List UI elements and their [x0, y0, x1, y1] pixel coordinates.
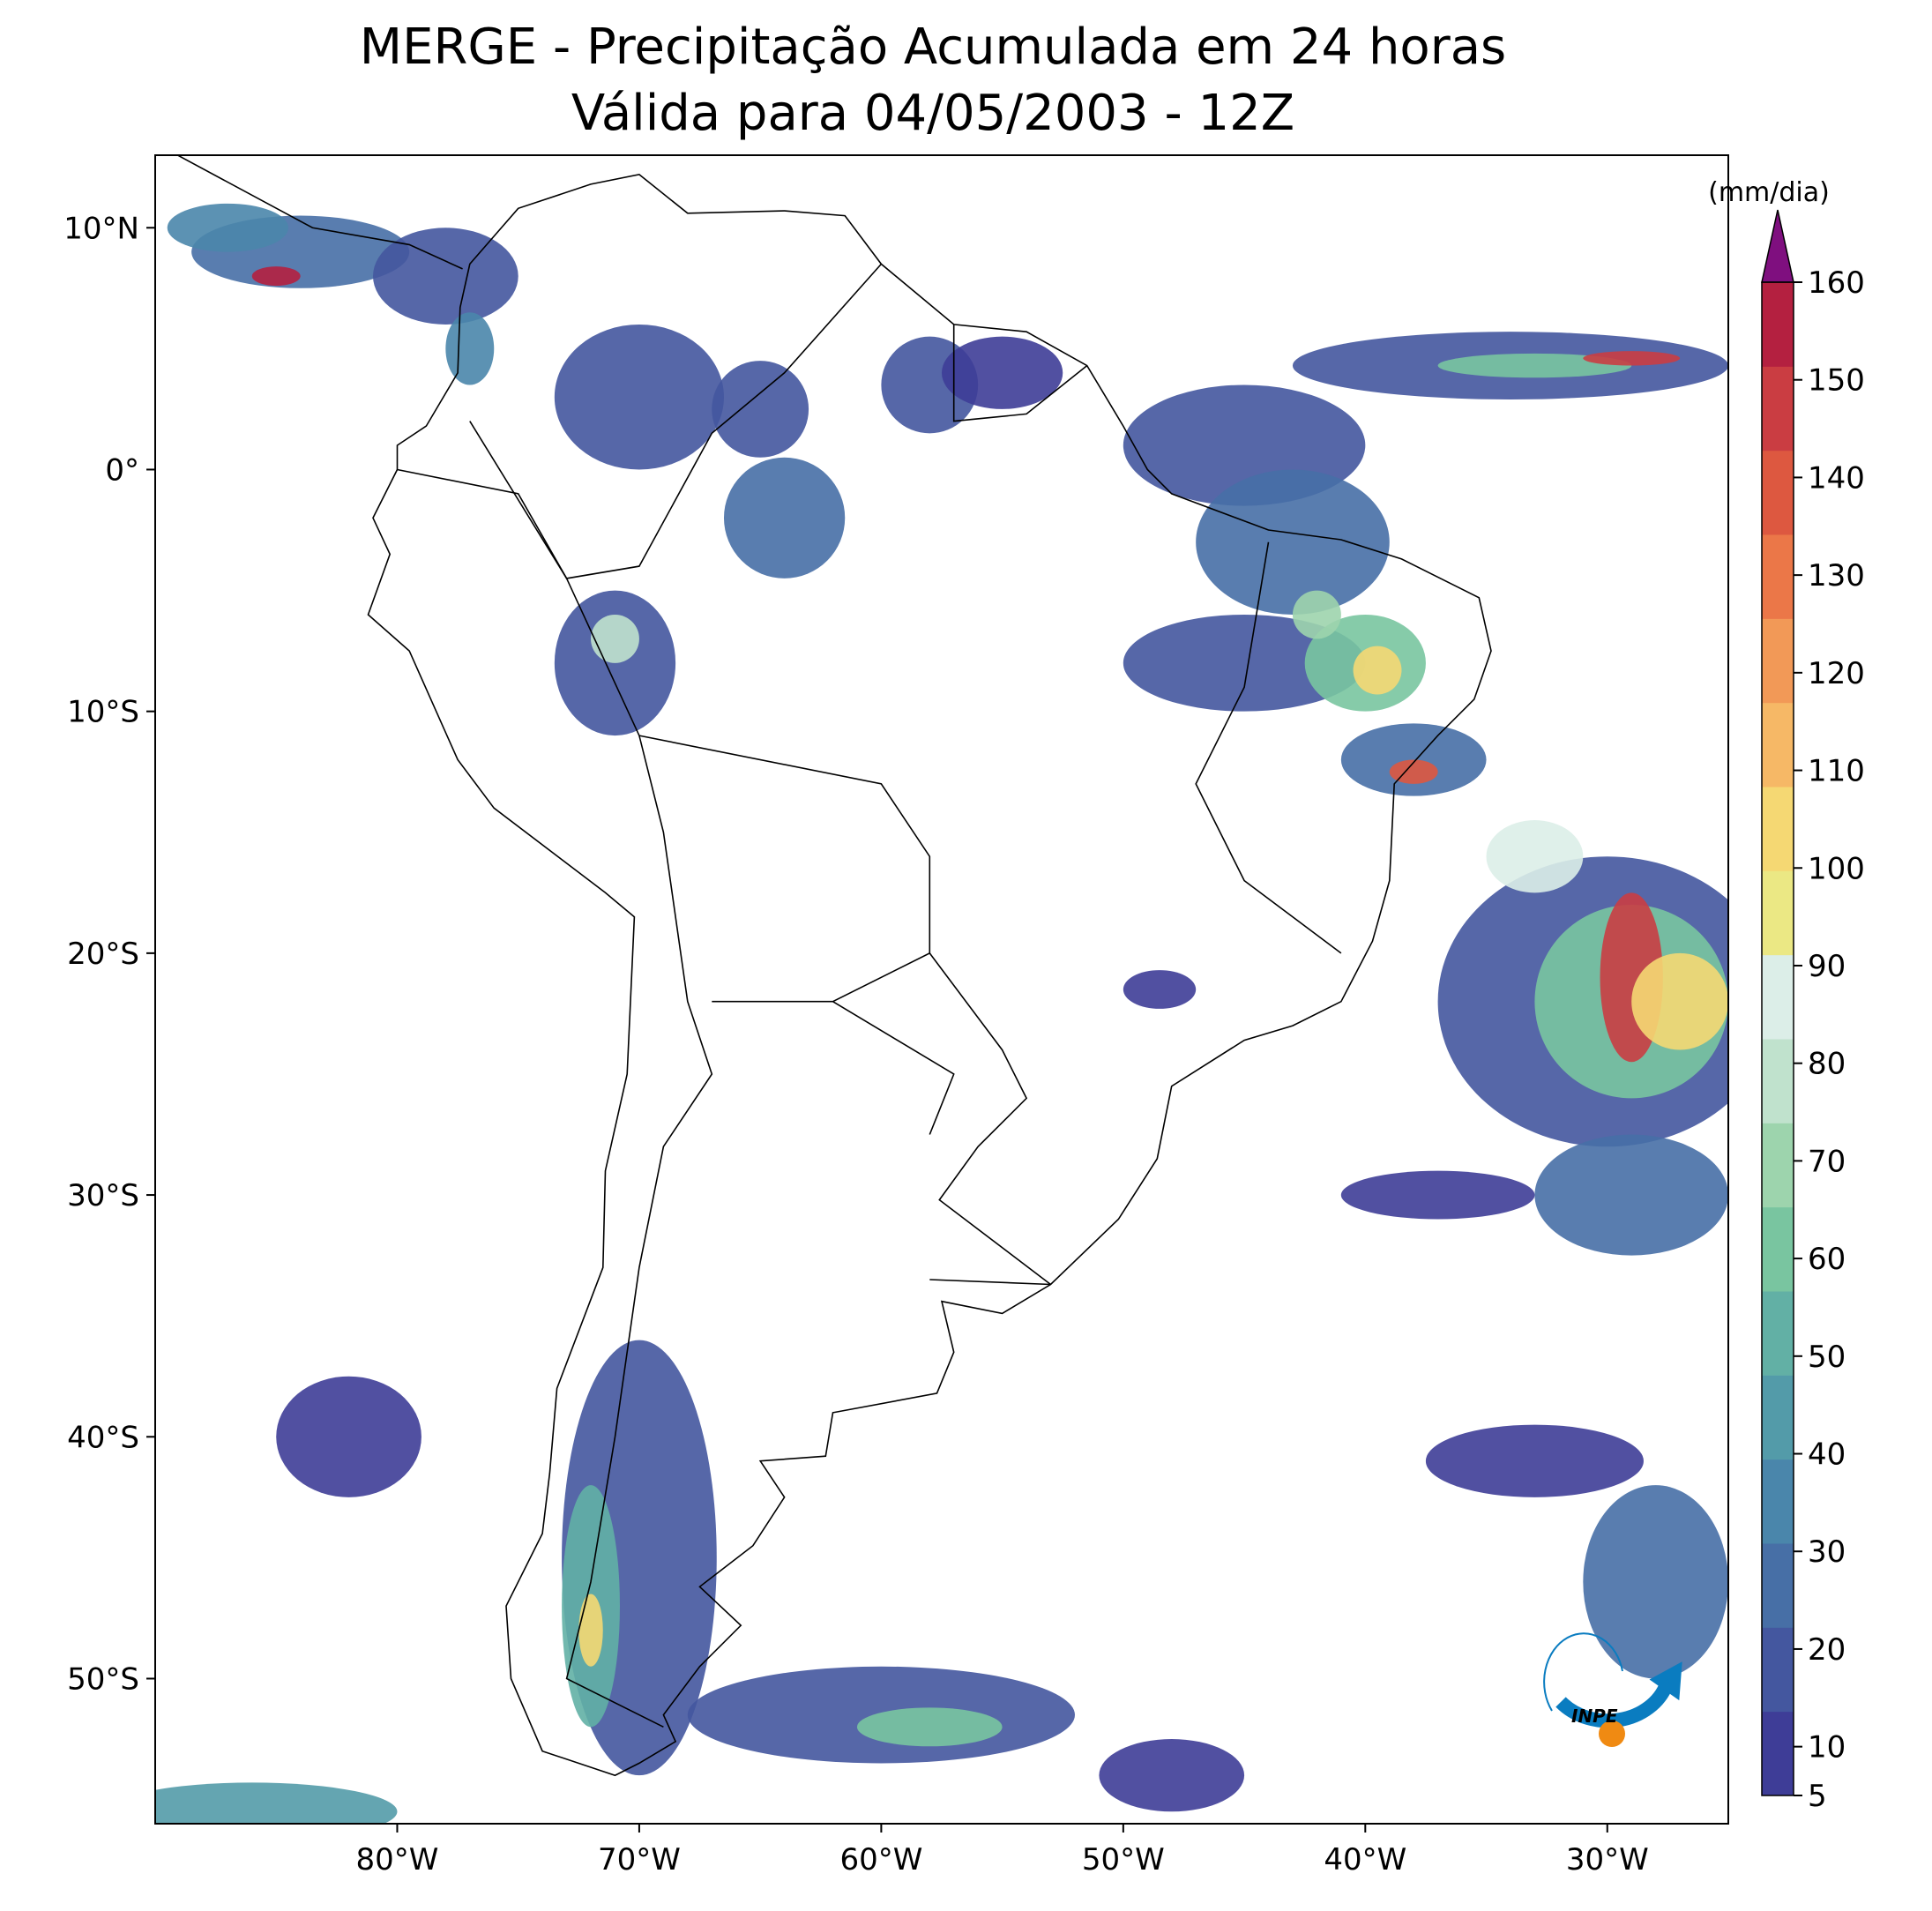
- coastline: [367, 174, 1492, 1777]
- colorbar-label: (mm/dia): [1708, 177, 1830, 208]
- colorbar-tick-label: 60: [1808, 1242, 1846, 1277]
- map-frame: [154, 154, 1729, 1825]
- colorbar-tick-label: 30: [1808, 1534, 1846, 1570]
- colorbar-band: [1762, 534, 1794, 619]
- logo: INPE: [1543, 1632, 1682, 1747]
- colorbar-tick-label: 90: [1808, 949, 1846, 984]
- chart-title: MERGE - Precipitação Acumulada em 24 hor…: [360, 19, 1506, 76]
- border: [929, 952, 1051, 1286]
- colorbar-tick-label: 140: [1808, 460, 1865, 496]
- colorbar-band: [1762, 618, 1794, 704]
- colorbar-tick-label: 5: [1808, 1779, 1827, 1814]
- colorbar-extend: [1761, 209, 1794, 283]
- precipitation-area: [1123, 614, 1366, 712]
- colorbar-frame: [1761, 281, 1794, 1796]
- x-tick-label: 40°W: [1324, 1842, 1406, 1877]
- colorbar-band: [1762, 1206, 1794, 1292]
- precipitation-area: [155, 1782, 398, 1824]
- border: [929, 1279, 1051, 1286]
- colorbar-band: [1762, 1123, 1794, 1208]
- colorbar-band: [1762, 1291, 1794, 1376]
- colorbar-tick-label: 160: [1808, 265, 1865, 301]
- precipitation-area: [723, 457, 846, 579]
- precipitation-area: [1196, 469, 1390, 615]
- colorbar-tick-label: 130: [1808, 558, 1865, 593]
- y-tick-label: 40°S: [67, 1420, 139, 1455]
- precipitation-area: [591, 614, 639, 663]
- map-area: [155, 155, 1728, 1824]
- precipitation-area: [1583, 351, 1681, 366]
- y-tick-label: 0°: [105, 452, 139, 488]
- border: [832, 1001, 955, 1135]
- precipitation-area: [554, 590, 676, 736]
- colorbar-band: [1762, 1459, 1794, 1544]
- colorbar-band: [1762, 450, 1794, 535]
- precipitation-area: [554, 324, 724, 470]
- precipitation-area: [1292, 590, 1341, 639]
- precipitation-area: [251, 266, 301, 287]
- precipitation-area: [1631, 952, 1728, 1050]
- colorbar-band: [1762, 1039, 1794, 1123]
- colorbar-tick-label: 50: [1808, 1340, 1846, 1375]
- y-tick-label: 30°S: [67, 1178, 139, 1213]
- colorbar-band: [1762, 366, 1794, 452]
- border: [1195, 541, 1342, 954]
- x-tick-label: 70°W: [598, 1842, 681, 1877]
- precipitation-area: [276, 1376, 421, 1497]
- x-tick-label: 60°W: [839, 1842, 922, 1877]
- y-tick-label: 50°S: [67, 1661, 139, 1697]
- precipitation-area: [167, 203, 288, 252]
- colorbar-tick-label: 150: [1808, 363, 1865, 399]
- precipitation-area: [1353, 646, 1402, 695]
- colorbar-band: [1762, 702, 1794, 788]
- precipitation-area: [1340, 723, 1487, 796]
- colorbar-band: [1762, 282, 1794, 367]
- precipitation-area: [1437, 353, 1632, 378]
- precipitation-area: [1534, 1134, 1728, 1256]
- y-tick-label: 10°N: [63, 211, 139, 246]
- x-tick-label: 80°W: [356, 1842, 439, 1877]
- logo-text: INPE: [1571, 1706, 1618, 1727]
- precipitation-area: [1486, 820, 1584, 893]
- colorbar-tick-label: 10: [1808, 1730, 1846, 1765]
- coastline: [175, 155, 463, 270]
- precipitation-area: [445, 312, 495, 385]
- colorbar-band: [1762, 954, 1794, 1040]
- colorbar-tick-label: 20: [1808, 1632, 1846, 1668]
- colorbar-band: [1762, 787, 1794, 871]
- colorbar-band: [1762, 1375, 1794, 1460]
- colorbar-band: [1762, 1627, 1794, 1713]
- precipitation-area: [1340, 1170, 1535, 1220]
- precipitation-area: [1123, 970, 1197, 1009]
- colorbar-band: [1762, 870, 1794, 956]
- colorbar-tick-label: 100: [1808, 851, 1865, 886]
- x-tick-label: 30°W: [1566, 1842, 1649, 1877]
- precipitation-area: [1389, 759, 1438, 784]
- border: [638, 735, 931, 1003]
- precipitation-area: [856, 1707, 1003, 1747]
- border: [397, 468, 568, 579]
- precipitation-area: [373, 228, 518, 325]
- border: [469, 421, 568, 579]
- precipitation-area: [712, 361, 809, 458]
- colorbar-band: [1762, 1711, 1794, 1796]
- y-tick-label: 20°S: [67, 937, 139, 972]
- colorbar-tick-label: 120: [1808, 656, 1865, 691]
- colorbar-band: [1762, 1543, 1794, 1628]
- precipitation-area: [941, 336, 1063, 409]
- colorbar-tick-label: 70: [1808, 1144, 1846, 1179]
- colorbar-tick-label: 110: [1808, 754, 1865, 789]
- border: [952, 324, 1088, 422]
- x-tick-label: 50°W: [1082, 1842, 1165, 1877]
- border: [565, 263, 882, 1728]
- precipitation-area: [1425, 1424, 1644, 1497]
- colorbar-tick-label: 80: [1808, 1047, 1846, 1082]
- chart-subtitle: Válida para 04/05/2003 - 12Z: [571, 85, 1294, 142]
- precipitation-area: [1099, 1739, 1245, 1812]
- y-tick-label: 10°S: [67, 695, 139, 730]
- precipitation-area: [578, 1594, 603, 1667]
- colorbar-tick-label: 40: [1808, 1437, 1846, 1473]
- precipitation-area: [1583, 1485, 1728, 1679]
